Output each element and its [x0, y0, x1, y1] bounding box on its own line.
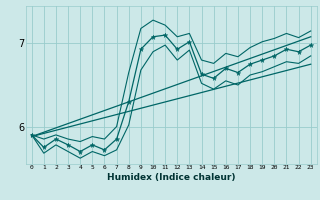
- X-axis label: Humidex (Indice chaleur): Humidex (Indice chaleur): [107, 173, 236, 182]
